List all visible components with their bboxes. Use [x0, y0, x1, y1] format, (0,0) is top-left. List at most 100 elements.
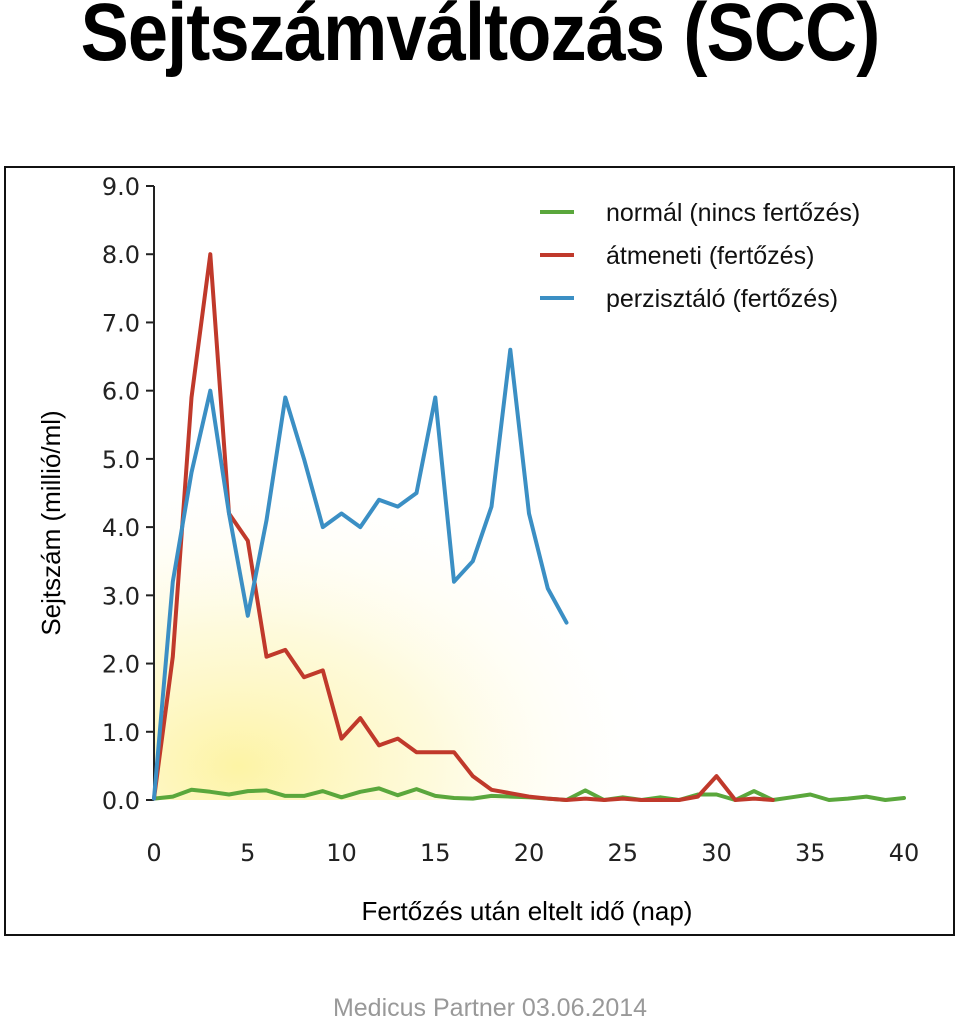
- series-1-point: [452, 796, 456, 800]
- series-2-point: [527, 795, 531, 799]
- series-2-point: [621, 797, 625, 801]
- series-2-point: [546, 797, 550, 801]
- series-3-point: [302, 457, 306, 461]
- y-tick-label: 1.0: [102, 719, 140, 747]
- x-tick-label: 40: [889, 839, 920, 867]
- y-tick-label: 6.0: [102, 378, 140, 406]
- series-1-point: [583, 788, 587, 793]
- series-2-point: [321, 668, 325, 672]
- x-tick-label: 35: [795, 839, 826, 867]
- series-3-point: [508, 348, 512, 352]
- series-3-point: [264, 518, 269, 522]
- series-2-point: [452, 750, 456, 754]
- series-2-point: [658, 798, 662, 802]
- x-tick-label: 0: [146, 839, 161, 867]
- series-2-point: [264, 655, 269, 659]
- series-3-point: [546, 586, 550, 591]
- series-1-point: [339, 795, 344, 799]
- series-3-point: [452, 580, 456, 584]
- series-2-point: [771, 798, 775, 802]
- series-1-point: [827, 798, 831, 802]
- series-3-point: [189, 470, 194, 475]
- series-1-point: [883, 798, 887, 802]
- series-3-point: [433, 395, 437, 400]
- series-3-point: [471, 559, 475, 563]
- series-2-point: [302, 675, 306, 679]
- series-2-point: [208, 252, 212, 256]
- series-1-point: [302, 794, 306, 798]
- series-1-point: [358, 790, 362, 794]
- y-axis-title: Sejtszám (millió/ml): [36, 410, 66, 635]
- series-1-point: [902, 796, 906, 800]
- y-tick-label: 0.0: [102, 787, 140, 815]
- series-1-point: [246, 789, 250, 793]
- y-tick-label: 9.0: [102, 173, 140, 201]
- y-tick-label: 8.0: [102, 241, 140, 269]
- x-tick-label: 10: [326, 839, 357, 867]
- series-1-point: [752, 789, 756, 793]
- series-3-point: [414, 491, 419, 495]
- series-2-point: [358, 716, 362, 720]
- series-3-point: [152, 797, 156, 801]
- series-1-point: [396, 793, 400, 797]
- legend-label-1: normál (nincs fertőzés): [606, 199, 860, 227]
- x-tick-label: 5: [240, 839, 255, 867]
- legend-label-2: átmeneti (fertőzés): [606, 242, 814, 270]
- footer-credit: Medicus Partner 03.06.2014: [332, 994, 648, 1022]
- series-2-point: [283, 648, 287, 652]
- y-tick-label: 5.0: [102, 446, 140, 474]
- series-2-point: [583, 797, 587, 801]
- series-3-point: [396, 505, 400, 509]
- series-1-point: [864, 795, 869, 799]
- series-2-point: [414, 750, 419, 754]
- series-1-point: [808, 792, 812, 797]
- series-1-point: [414, 787, 419, 791]
- series-1-point: [171, 795, 175, 799]
- x-tick-label: 20: [514, 839, 545, 867]
- series-3-point: [564, 621, 569, 625]
- series-1-point: [321, 789, 325, 793]
- series-3-point: [358, 525, 362, 529]
- series-2-point: [189, 395, 194, 400]
- series-1-point: [846, 797, 850, 801]
- series-3-point: [246, 614, 250, 618]
- series-1-point: [377, 786, 381, 791]
- series-2-point: [396, 737, 400, 741]
- series-1-point: [489, 794, 494, 798]
- series-3-point: [489, 505, 494, 509]
- series-2-point: [696, 795, 700, 799]
- series-2-point: [752, 797, 756, 801]
- series-2-point: [733, 798, 737, 802]
- series-2-point: [677, 798, 681, 802]
- series-2-point: [377, 743, 381, 748]
- y-tick-label: 7.0: [102, 309, 140, 337]
- series-1-point: [433, 794, 437, 798]
- series-2-point: [508, 791, 512, 795]
- y-tick-label: 4.0: [102, 514, 140, 542]
- y-tick-label: 2.0: [102, 651, 140, 679]
- series-3-point: [171, 580, 175, 584]
- series-line-2: [152, 252, 775, 802]
- series-1-point: [208, 790, 212, 794]
- series-2-point: [489, 788, 494, 792]
- series-2-point: [471, 774, 475, 778]
- x-tick-label: 15: [420, 839, 451, 867]
- series-3-point: [283, 395, 287, 400]
- series-1-point: [264, 788, 269, 793]
- series-3-point: [208, 389, 212, 393]
- series-1-point: [227, 792, 231, 797]
- x-tick-label: 25: [607, 839, 638, 867]
- series-3-point: [377, 498, 381, 502]
- page-title: Sejtszámváltozás (SCC): [80, 0, 881, 78]
- chart-frame: 0.0 1.0 2.0 3.0 4.0 5.0 6.0 7.0 8.0 9.0 0 5 10 15 20 25…: [4, 166, 955, 936]
- series-1-point: [789, 795, 794, 799]
- series-1-point: [471, 797, 475, 801]
- series-1-point: [189, 788, 194, 792]
- series-2-point: [171, 655, 175, 659]
- series-2-point: [564, 798, 569, 802]
- line-chart: 0.0 1.0 2.0 3.0 4.0 5.0 6.0 7.0 8.0 9.0 0 5 10 15 20 25…: [36, 173, 920, 926]
- series-1-point: [508, 795, 512, 799]
- series-1-point: [714, 792, 719, 797]
- series-2-point: [433, 750, 437, 754]
- series-2-point: [639, 798, 644, 802]
